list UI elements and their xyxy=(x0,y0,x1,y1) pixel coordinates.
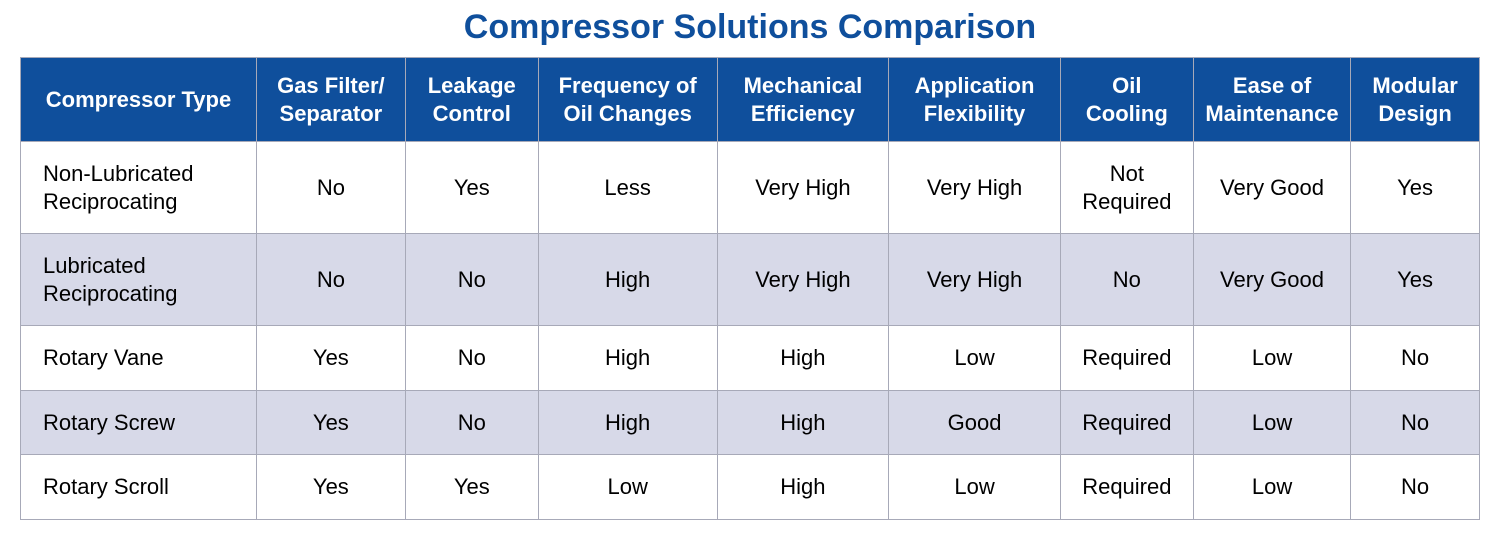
cell: Yes xyxy=(1351,142,1480,234)
cell: Low xyxy=(1193,455,1350,520)
cell: Low xyxy=(889,326,1061,391)
table-row: Non-Lubricated Reciprocating No Yes Less… xyxy=(21,142,1480,234)
row-label: Non-Lubricated Reciprocating xyxy=(21,142,257,234)
table-row: Rotary Screw Yes No High High Good Requi… xyxy=(21,390,1480,455)
cell: High xyxy=(717,326,889,391)
table-row: Rotary Vane Yes No High High Low Require… xyxy=(21,326,1480,391)
cell: High xyxy=(717,390,889,455)
cell: Low xyxy=(889,455,1061,520)
cell: No xyxy=(1351,390,1480,455)
cell: High xyxy=(538,326,717,391)
cell: High xyxy=(538,390,717,455)
cell: No xyxy=(257,142,406,234)
cell: Low xyxy=(1193,390,1350,455)
col-header: Mechanical Efficiency xyxy=(717,58,889,142)
col-header: Ease of Maintenance xyxy=(1193,58,1350,142)
page-title: Compressor Solutions Comparison xyxy=(20,8,1480,47)
cell: Required xyxy=(1060,390,1193,455)
cell: High xyxy=(717,455,889,520)
col-header: Leakage Control xyxy=(405,58,538,142)
cell: No xyxy=(257,234,406,326)
cell: Very High xyxy=(717,234,889,326)
cell: Very High xyxy=(889,142,1061,234)
cell: Very High xyxy=(889,234,1061,326)
cell: No xyxy=(1351,455,1480,520)
cell: Yes xyxy=(1351,234,1480,326)
cell: Not Required xyxy=(1060,142,1193,234)
cell: Yes xyxy=(405,455,538,520)
col-header: Gas Filter/ Separator xyxy=(257,58,406,142)
cell: Yes xyxy=(257,326,406,391)
cell: High xyxy=(538,234,717,326)
cell: Low xyxy=(538,455,717,520)
cell: Very Good xyxy=(1193,234,1350,326)
comparison-table: Compressor Type Gas Filter/ Separator Le… xyxy=(20,57,1480,520)
cell: Required xyxy=(1060,326,1193,391)
row-label: Lubricated Reciprocating xyxy=(21,234,257,326)
table-row: Lubricated Reciprocating No No High Very… xyxy=(21,234,1480,326)
cell: No xyxy=(405,390,538,455)
cell: Yes xyxy=(405,142,538,234)
row-label: Rotary Scroll xyxy=(21,455,257,520)
table-row: Rotary Scroll Yes Yes Low High Low Requi… xyxy=(21,455,1480,520)
col-header: Modular Design xyxy=(1351,58,1480,142)
row-label: Rotary Vane xyxy=(21,326,257,391)
cell: No xyxy=(1060,234,1193,326)
cell: Good xyxy=(889,390,1061,455)
cell: Yes xyxy=(257,390,406,455)
header-row: Compressor Type Gas Filter/ Separator Le… xyxy=(21,58,1480,142)
col-header: Oil Cooling xyxy=(1060,58,1193,142)
table-body: Non-Lubricated Reciprocating No Yes Less… xyxy=(21,142,1480,520)
cell: No xyxy=(405,234,538,326)
cell: Yes xyxy=(257,455,406,520)
cell: No xyxy=(1351,326,1480,391)
col-header: Frequency of Oil Changes xyxy=(538,58,717,142)
cell: Required xyxy=(1060,455,1193,520)
table-head: Compressor Type Gas Filter/ Separator Le… xyxy=(21,58,1480,142)
cell: Very High xyxy=(717,142,889,234)
row-label: Rotary Screw xyxy=(21,390,257,455)
cell: Low xyxy=(1193,326,1350,391)
cell: No xyxy=(405,326,538,391)
cell: Very Good xyxy=(1193,142,1350,234)
col-header: Compressor Type xyxy=(21,58,257,142)
col-header: Application Flexibility xyxy=(889,58,1061,142)
cell: Less xyxy=(538,142,717,234)
